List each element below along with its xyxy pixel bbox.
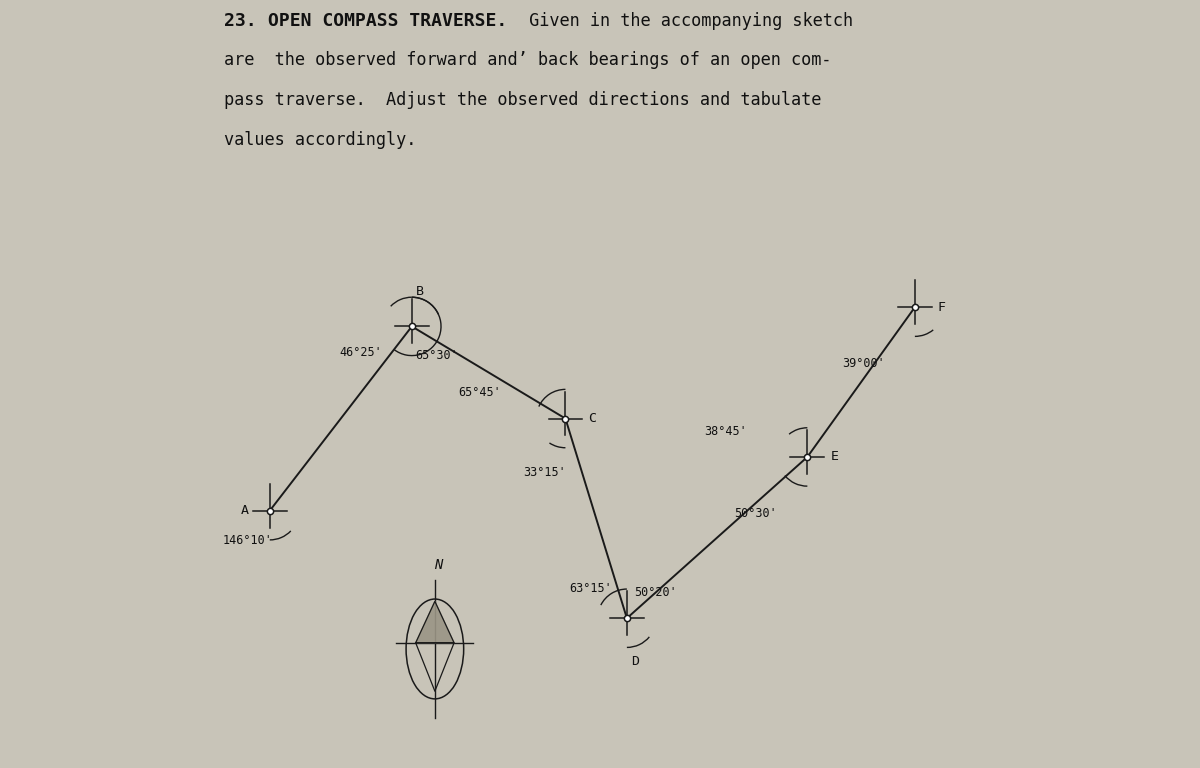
Text: 50°30': 50°30' — [734, 507, 778, 520]
Text: values accordingly.: values accordingly. — [223, 131, 416, 149]
Text: 23.: 23. — [223, 12, 257, 29]
Text: N: N — [434, 558, 443, 572]
Text: D: D — [631, 654, 638, 667]
Text: 63°15': 63°15' — [569, 582, 612, 595]
Text: 38°45': 38°45' — [703, 425, 746, 438]
Text: 46°25': 46°25' — [338, 346, 382, 359]
Text: 146°10': 146°10' — [222, 534, 272, 547]
Text: 65°45': 65°45' — [458, 386, 500, 399]
Text: pass traverse.  Adjust the observed directions and tabulate: pass traverse. Adjust the observed direc… — [223, 91, 821, 109]
Text: 65°30': 65°30' — [415, 349, 458, 362]
Text: are  the observed forward and’ back bearings of an open com-: are the observed forward and’ back beari… — [223, 51, 832, 69]
Polygon shape — [415, 601, 454, 643]
Text: E: E — [830, 451, 839, 463]
Text: C: C — [588, 412, 596, 425]
Text: OPEN COMPASS TRAVERSE.: OPEN COMPASS TRAVERSE. — [269, 12, 508, 29]
Text: 33°15': 33°15' — [523, 466, 566, 479]
Text: A: A — [241, 505, 250, 517]
Text: B: B — [415, 285, 424, 298]
Text: 39°00': 39°00' — [842, 357, 884, 370]
Text: Given in the accompanying sketch: Given in the accompanying sketch — [520, 12, 853, 29]
Text: 50°20': 50°20' — [635, 586, 677, 599]
Text: F: F — [938, 301, 946, 313]
